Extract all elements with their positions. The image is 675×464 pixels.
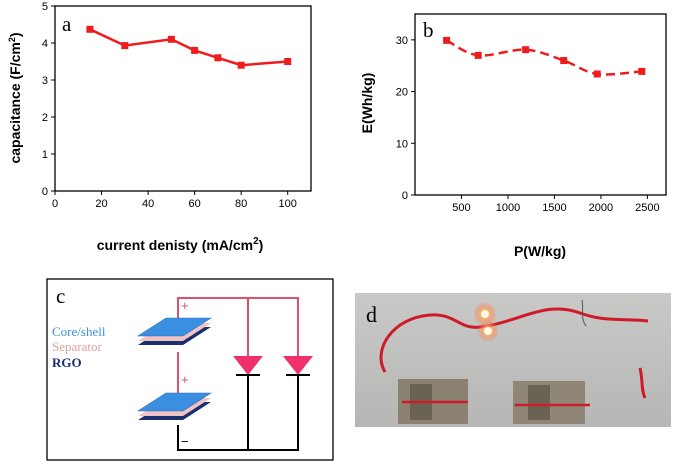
minus-sign: −: [181, 434, 189, 449]
chart-b-y-tick-label: 0: [402, 190, 408, 202]
chart-b-x-tick-label: 2000: [589, 202, 613, 214]
photo-led-core-1: [481, 310, 489, 318]
chart-a-data-point: [167, 35, 175, 43]
chart-a-y-tick-label: 0: [42, 186, 48, 198]
chart-a-frame: [54, 5, 312, 192]
chart-a-x-tick-label: 100: [279, 198, 297, 210]
chart-b-data-point: [638, 67, 646, 75]
chart-a-series-line: [89, 28, 288, 67]
chart-a-y-tick-label: 5: [42, 1, 48, 13]
chart-b-data-point: [522, 46, 530, 54]
photo-thin-wire: [581, 299, 587, 327]
chart-a-x-tick-label: 60: [189, 198, 201, 210]
chart-a-data-point: [86, 25, 94, 33]
chart-a-ylabel-sup: 2: [7, 37, 17, 42]
chart-a-x-tick-label: 20: [95, 198, 107, 210]
panel-d-photo: d: [355, 293, 671, 427]
chart-a-y-tick-label: 4: [42, 38, 48, 50]
chart-a-ylabel-end: ): [7, 32, 23, 37]
wire-top: [177, 297, 299, 356]
legend-separator: Separator: [52, 339, 102, 354]
circuit-wires: [177, 297, 299, 451]
photo-red-wire-right: [638, 367, 647, 399]
panel-a-label: a: [62, 12, 72, 36]
chart-b-data-point: [560, 57, 568, 65]
chart-a-ylabel-main: capacitance (F/cm: [7, 42, 23, 163]
chart-b-data-point: [443, 36, 451, 44]
panel-c-label: c: [56, 284, 65, 308]
chart-a-data-point: [284, 58, 292, 65]
chart-a-data-point: [121, 42, 129, 50]
chart-a-y-tick-label: 1: [42, 149, 48, 161]
chart-a-x-axis-label: current denisty (mA/cm2): [97, 236, 264, 253]
chart-b-y-axis-label: E(Wh/kg): [359, 73, 375, 134]
chart-a-xlabel-main: current denisty (mA/cm: [97, 237, 253, 253]
chart-a-x-tick-label: 80: [235, 198, 247, 210]
led-2: [283, 356, 313, 376]
chart-b-x-tick-label: 500: [452, 202, 470, 214]
photo-led-core-2: [484, 327, 492, 335]
chart-b-data-point: [593, 70, 601, 78]
chart-a-x-tick-label: 40: [142, 198, 154, 210]
stack1-core-shell-layer: [136, 317, 213, 337]
legend-core-shell: Core/shell: [52, 324, 106, 339]
supercapacitor-stack-1: [136, 317, 213, 345]
wire-bottom: [177, 375, 299, 451]
chart-a-data-point: [191, 46, 199, 54]
chart-a-x-tick-label: 0: [52, 198, 58, 210]
chart-b-y-tick-label: 20: [396, 87, 408, 99]
stack2-core-shell-layer: [136, 392, 213, 412]
chart-a-data-point: [214, 54, 222, 62]
chart-b-x-axis-label: P(W/kg): [514, 243, 566, 259]
panel-b-label: b: [423, 18, 434, 42]
chart-b-x-tick-label: 1500: [542, 202, 566, 214]
led-1: [233, 356, 263, 376]
chart-b: b 500 1000 1500 2000 2500 0 10 20 30 E(Wh/kg) P(…: [359, 13, 667, 259]
chart-b-data-point: [474, 51, 482, 59]
chart-b-x-tick-label: 1000: [496, 202, 520, 214]
chart-b-y-tick-label: 30: [396, 35, 408, 47]
plus-sign-1: +: [181, 298, 189, 313]
photo-device-2-strip: [528, 385, 550, 420]
chart-a-y-tick-label: 2: [42, 112, 48, 124]
chart-a-y-axis-label: capacitance (F/cm2): [7, 32, 23, 163]
chart-a-xlabel-sup: 2: [253, 236, 259, 247]
chart-b-frame: [414, 13, 667, 196]
chart-a-xlabel-end: ): [259, 237, 264, 253]
chart-b-x-tick-label: 2500: [635, 202, 659, 214]
panel-c-frame: [46, 278, 334, 461]
panel-d-label: d: [366, 302, 377, 327]
plus-sign-2: +: [181, 372, 189, 387]
chart-a-y-tick-label: 3: [42, 75, 48, 87]
chart-a-data-point: [237, 61, 245, 69]
led-2-triangle: [283, 356, 313, 375]
supercapacitor-stack-2: [136, 392, 213, 420]
chart-b-y-tick-label: 10: [396, 138, 408, 150]
led-1-triangle: [233, 356, 263, 375]
panel-c-schematic: c Core/shell Separator RGO + + −: [46, 278, 334, 461]
legend-rgo: RGO: [52, 355, 82, 370]
